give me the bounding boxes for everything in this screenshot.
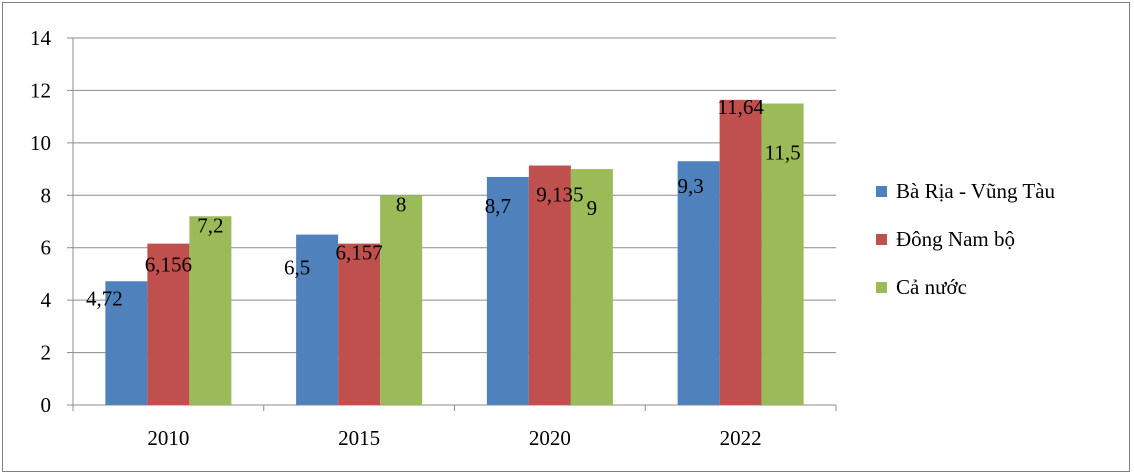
data-label-series-2-2015: 6,157	[336, 241, 383, 265]
legend: Bà Rịa - Vũng Tàu Đông Nam bộ Cả nước	[876, 178, 1055, 322]
data-label-series-1-2015: 6,5	[284, 256, 310, 280]
data-label-series-1-2010: 4,72	[86, 286, 123, 310]
data-label-series-2-2010: 6,156	[145, 253, 192, 277]
bar-series-1-2020	[486, 176, 529, 405]
bar-series-2-2022	[719, 99, 762, 405]
bar-series-3-2010	[189, 216, 232, 405]
bar-series-3-2020	[570, 169, 613, 405]
data-label-series-3-2015: 8	[396, 192, 407, 216]
bar-series-3-2015	[380, 195, 423, 405]
bar-series-2-2020	[528, 165, 571, 405]
legend-item-series-1: Bà Rịa - Vũng Tàu	[876, 178, 1055, 204]
data-label-series-3-2010: 7,2	[197, 213, 223, 237]
y-tick-label-3: 6	[41, 236, 52, 260]
x-tick-label-2022: 2022	[720, 426, 762, 450]
data-label-series-1-2020: 8,7	[485, 194, 511, 218]
y-tick-label-2: 4	[41, 288, 52, 312]
data-label-series-3-2022: 11,5	[765, 141, 801, 165]
x-tick-label-2010: 2010	[147, 426, 189, 450]
legend-label-series-3: Cả nước	[896, 274, 967, 299]
data-label-series-2-2020: 9,135	[536, 183, 583, 207]
legend-swatch-series-1	[876, 185, 887, 197]
legend-swatch-series-3	[876, 281, 887, 293]
data-label-series-1-2022: 9,3	[678, 174, 704, 198]
bar-series-3-2022	[761, 103, 804, 406]
bar-series-1-2010	[105, 281, 148, 405]
legend-swatch-series-2	[876, 233, 887, 245]
bar-series-2-2010	[147, 243, 190, 405]
data-label-series-3-2020: 9	[587, 196, 598, 220]
bar-series-2-2015	[338, 243, 381, 405]
legend-item-series-2: Đông Nam bộ	[876, 226, 1055, 252]
x-tick-label-2020: 2020	[529, 426, 571, 450]
y-tick-label-5: 10	[30, 131, 51, 155]
data-label-series-2-2022: 11,64	[717, 95, 764, 119]
bar-series-1-2015	[296, 234, 339, 405]
y-tick-label-4: 8	[41, 183, 52, 207]
y-tick-label-1: 2	[41, 341, 52, 365]
legend-label-series-2: Đông Nam bộ	[896, 226, 1015, 251]
y-tick-label-6: 12	[30, 78, 51, 102]
legend-item-series-3: Cả nước	[876, 274, 1055, 300]
bar-series-1-2022	[677, 161, 720, 405]
x-tick-label-2015: 2015	[338, 426, 380, 450]
y-tick-label-0: 0	[41, 393, 52, 417]
y-tick-label-7: 14	[30, 26, 52, 50]
legend-label-series-1: Bà Rịa - Vũng Tàu	[896, 178, 1056, 203]
